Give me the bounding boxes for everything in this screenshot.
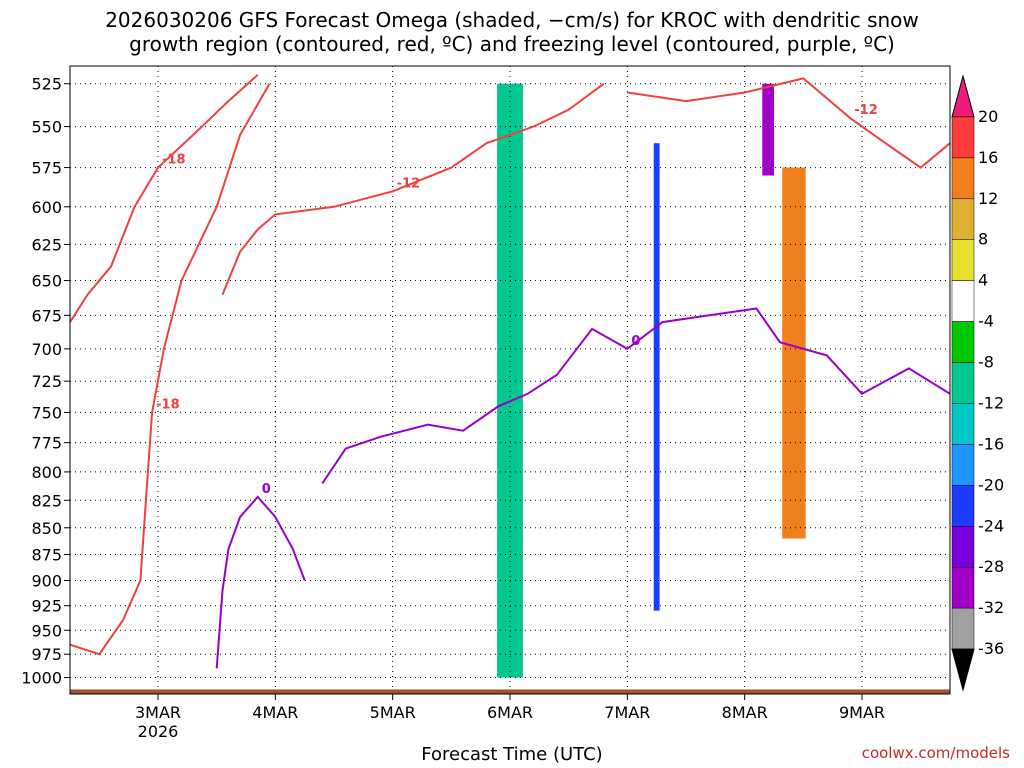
chart-title: 2026030206 GFS Forecast Omega (shaded, −…: [0, 8, 1024, 56]
terrain-area: [70, 689, 950, 694]
snow-growth-contour: [70, 74, 259, 323]
y-tick-label: 675: [31, 306, 62, 325]
colorbar-label: 16: [978, 148, 998, 167]
freezing-level-contour: [321, 307, 950, 484]
snow-growth-contour: [70, 83, 271, 656]
colorbar: 20 16 12 8 4 -4 -8 -12 -16 -20 -24 -28 -32 -36: [951, 74, 1004, 692]
colorbar-bottom-arrow: [951, 648, 975, 692]
colorbar-label: -28: [978, 557, 1004, 576]
grid-lines: [70, 66, 950, 694]
freezing-level-contour-label: 0: [631, 334, 640, 349]
colorbar-segment: [951, 566, 975, 609]
snow-growth-contour-label: -12: [854, 103, 878, 118]
x-axis-label: Forecast Time (UTC): [421, 744, 603, 765]
snow-growth-contour-label: -12: [397, 176, 421, 191]
y-tick-label: 1000: [21, 669, 62, 688]
y-tick-label: 625: [31, 235, 62, 254]
colorbar-segment: [951, 198, 975, 240]
pressure-axis: 525 550 575 600 625 650 675 700 725 750 775 800 825 8…: [21, 75, 70, 688]
omega-band: [497, 83, 523, 678]
colorbar-segment: [951, 444, 975, 486]
y-tick-label: 975: [31, 645, 62, 664]
colorbar-label: 8: [978, 230, 988, 249]
colorbar-label: -24: [978, 516, 1004, 535]
colorbar-segment: [951, 403, 975, 445]
y-tick-label: 650: [31, 272, 62, 291]
snow-growth-contour: [627, 77, 950, 169]
x-tick-label: 3MAR: [135, 703, 181, 722]
freezing-level-contour-label: 0: [262, 482, 271, 497]
y-tick-label: 775: [31, 434, 62, 453]
x-tick-label: 7MAR: [604, 703, 650, 722]
colorbar-label: 12: [978, 189, 998, 208]
omega-band: [762, 83, 774, 176]
x-tick-label: 5MAR: [370, 703, 416, 722]
chart-title-line-2: growth region (contoured, red, ºC) and f…: [129, 32, 895, 56]
x-tick-sublabel: 2026: [138, 722, 179, 741]
y-tick-label: 750: [31, 403, 62, 422]
colorbar-label: -32: [978, 598, 1004, 617]
y-tick-label: 950: [31, 621, 62, 640]
colorbar-segment: [951, 362, 975, 404]
colorbar-label: -20: [978, 475, 1004, 494]
chart-title-line-1: 2026030206 GFS Forecast Omega (shaded, −…: [105, 8, 919, 32]
colorbar-segment: [951, 526, 975, 568]
colorbar-label: -12: [978, 393, 1004, 412]
y-tick-label: 875: [31, 545, 62, 564]
snow-growth-contour-label: -18: [156, 397, 180, 412]
omega-band: [782, 167, 806, 539]
colorbar-label: -4: [978, 312, 994, 331]
y-tick-label: 850: [31, 519, 62, 538]
colorbar-segment: [951, 321, 975, 363]
y-tick-label: 550: [31, 118, 62, 137]
omega-shading: [497, 83, 806, 678]
freezing-level-contour: [215, 495, 306, 669]
snow-growth-contour: [221, 82, 605, 295]
x-tick-label: 4MAR: [252, 703, 298, 722]
colorbar-segment: [951, 239, 975, 281]
y-tick-label: 800: [31, 463, 62, 482]
y-tick-label: 900: [31, 571, 62, 590]
x-tick-label: 8MAR: [722, 703, 768, 722]
colorbar-top-arrow: [951, 74, 975, 118]
contour-lines: -18 -12 -12 -18 0 0: [70, 74, 950, 669]
snow-growth-contour-label: -18: [162, 153, 186, 168]
x-tick-label: 6MAR: [487, 703, 533, 722]
x-tick-label: 9MAR: [839, 703, 885, 722]
terrain-fill: [70, 689, 950, 694]
y-tick-label: 600: [31, 198, 62, 217]
colorbar-label: -36: [978, 639, 1004, 658]
colorbar-label: 4: [978, 271, 988, 290]
y-tick-label: 925: [31, 597, 62, 616]
colorbar-label: 20: [978, 107, 998, 126]
colorbar-segment: [951, 280, 975, 322]
y-tick-label: 700: [31, 340, 62, 359]
y-tick-label: 525: [31, 75, 62, 94]
credit-link[interactable]: coolwx.com/models: [861, 744, 1010, 762]
colorbar-segment: [951, 485, 975, 527]
colorbar-label: -16: [978, 434, 1004, 453]
y-tick-label: 825: [31, 491, 62, 510]
omega-band: [653, 143, 660, 611]
colorbar-segment: [951, 157, 975, 200]
y-tick-label: 575: [31, 159, 62, 178]
colorbar-segment: [951, 116, 975, 159]
colorbar-segment: [951, 607, 975, 650]
colorbar-label: -8: [978, 353, 994, 372]
y-tick-label: 725: [31, 372, 62, 391]
